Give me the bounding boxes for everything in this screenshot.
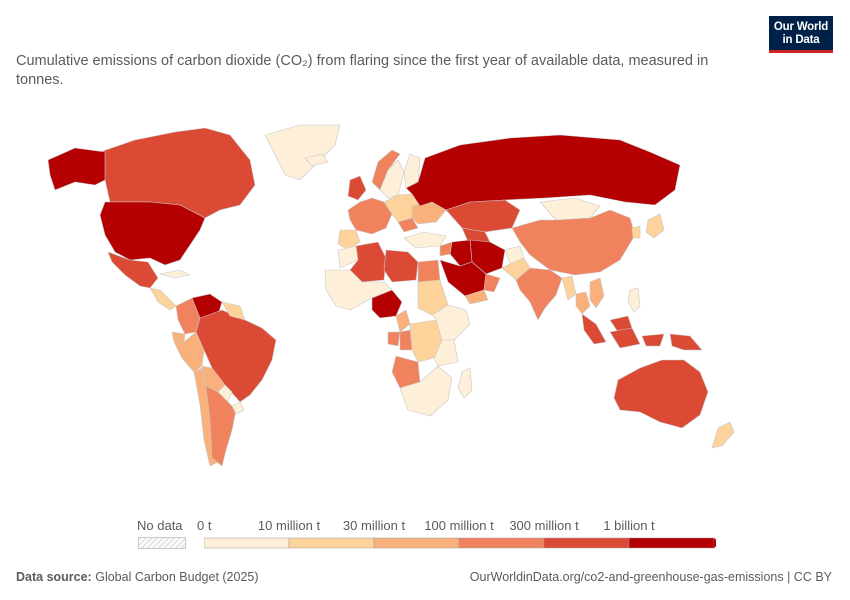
- country-iceland[interactable]: Iceland: [304, 153, 329, 167]
- country-myanmar[interactable]: Myanmar: [561, 275, 577, 301]
- world-map[interactable]: CanadaUnited StatesAlaskaGreenlandMexico…: [0, 110, 850, 510]
- country-iraq[interactable]: Iraq: [449, 239, 473, 267]
- country-philippines[interactable]: Philippines: [627, 287, 641, 313]
- legend-bin-0[interactable]: [204, 537, 290, 549]
- country-egypt[interactable]: Egypt: [417, 259, 441, 283]
- country-gabon[interactable]: Gabon: [387, 331, 401, 347]
- data-source-label: Data source:: [16, 570, 92, 584]
- country-indonesia[interactable]: Indonesia: [581, 313, 665, 349]
- country-east-africa[interactable]: East Africa: [431, 304, 471, 367]
- country-russia[interactable]: Russia: [405, 134, 681, 211]
- country-yemen[interactable]: Yemen: [464, 289, 489, 305]
- country-alaska[interactable]: Alaska: [47, 147, 106, 191]
- country-cameroon[interactable]: Cameroon: [395, 309, 411, 333]
- country-peru[interactable]: Peru: [173, 331, 205, 373]
- country-brazil[interactable]: Brazil: [195, 309, 277, 403]
- country-syria[interactable]: Syria: [439, 241, 453, 257]
- legend-color-bar[interactable]: [204, 536, 716, 550]
- legend-bin-1[interactable]: [288, 537, 375, 549]
- legend-bin-3[interactable]: [458, 537, 545, 549]
- country-united-states[interactable]: United States: [99, 201, 206, 266]
- country-greenland[interactable]: Greenland: [264, 124, 341, 181]
- data-source-value[interactable]: Global Carbon Budget (2025): [95, 570, 259, 584]
- legend-bin-5[interactable]: [628, 537, 715, 549]
- country-vietnam[interactable]: Vietnam: [589, 277, 605, 309]
- country-china[interactable]: China: [511, 209, 636, 276]
- country-madagascar[interactable]: Madagascar: [457, 367, 473, 399]
- legend-tick-label: 1 billion t: [603, 518, 655, 533]
- country-united-kingdom[interactable]: United Kingdom: [347, 175, 367, 201]
- country-cuba[interactable]: Cuba: [159, 269, 191, 279]
- country-turkey[interactable]: Turkey: [403, 231, 447, 249]
- legend-open-end-arrow: [714, 538, 716, 548]
- country-korea[interactable]: Korea: [631, 225, 641, 239]
- country-guianas[interactable]: Guianas: [221, 301, 246, 321]
- country-romania[interactable]: Romania: [397, 217, 419, 233]
- url-license[interactable]: OurWorldinData.org/co2-and-greenhouse-ga…: [469, 570, 832, 584]
- legend-bin-2[interactable]: [373, 537, 460, 549]
- legend-tick-label: 300 million t: [509, 518, 579, 533]
- no-data-swatch[interactable]: [138, 537, 186, 549]
- country-argentina[interactable]: Argentina: [205, 385, 237, 467]
- country-papua-new-guinea[interactable]: Papua New Guinea: [669, 333, 703, 351]
- country-libya[interactable]: Libya: [383, 249, 419, 283]
- logo-accent-bar: [769, 50, 833, 53]
- legend-bin-4[interactable]: [543, 537, 630, 549]
- color-legend: No data 0 t 10 million t 30 million t 100 m…: [0, 510, 850, 560]
- chart-subtitle: Cumulative emissions of carbon dioxide (…: [16, 53, 709, 88]
- logo-line-2: in Data: [782, 34, 820, 46]
- legend-tick-label: 100 million t: [424, 518, 494, 533]
- country-southern-africa[interactable]: Southern Africa: [399, 365, 453, 417]
- country-oman[interactable]: Oman: [483, 273, 501, 293]
- owid-logo[interactable]: Our World in Data: [769, 16, 833, 52]
- country-finland[interactable]: Finland: [403, 153, 421, 189]
- country-ecuador[interactable]: Ecuador: [171, 331, 186, 343]
- country-japan[interactable]: Japan: [645, 213, 665, 239]
- country-thailand[interactable]: Thailand: [575, 291, 591, 315]
- data-source: Data source: Global Carbon Budget (2025): [16, 570, 259, 584]
- country-spain[interactable]: Spain: [337, 229, 361, 251]
- legend-tick-label: 0 t: [197, 518, 212, 533]
- country-australia[interactable]: Australia: [613, 359, 709, 429]
- country-india[interactable]: India: [515, 267, 563, 321]
- country-algeria[interactable]: Algeria: [349, 241, 387, 283]
- country-western-europe[interactable]: Western Europe: [347, 197, 393, 235]
- country-central-america[interactable]: Central America: [149, 287, 177, 311]
- logo-line-1: Our World: [773, 21, 829, 33]
- country-uruguay[interactable]: Uruguay: [231, 401, 245, 415]
- legend-tick-label: 10 million t: [257, 518, 321, 533]
- country-mongolia[interactable]: Mongolia: [539, 197, 601, 221]
- no-data-label: No data: [137, 518, 183, 533]
- legend-tick-label: 30 million t: [342, 518, 406, 533]
- country-pakistan[interactable]: Pakistan: [501, 257, 531, 281]
- country-new-zealand[interactable]: New Zealand: [711, 421, 735, 449]
- country-congo[interactable]: Congo: [399, 329, 413, 351]
